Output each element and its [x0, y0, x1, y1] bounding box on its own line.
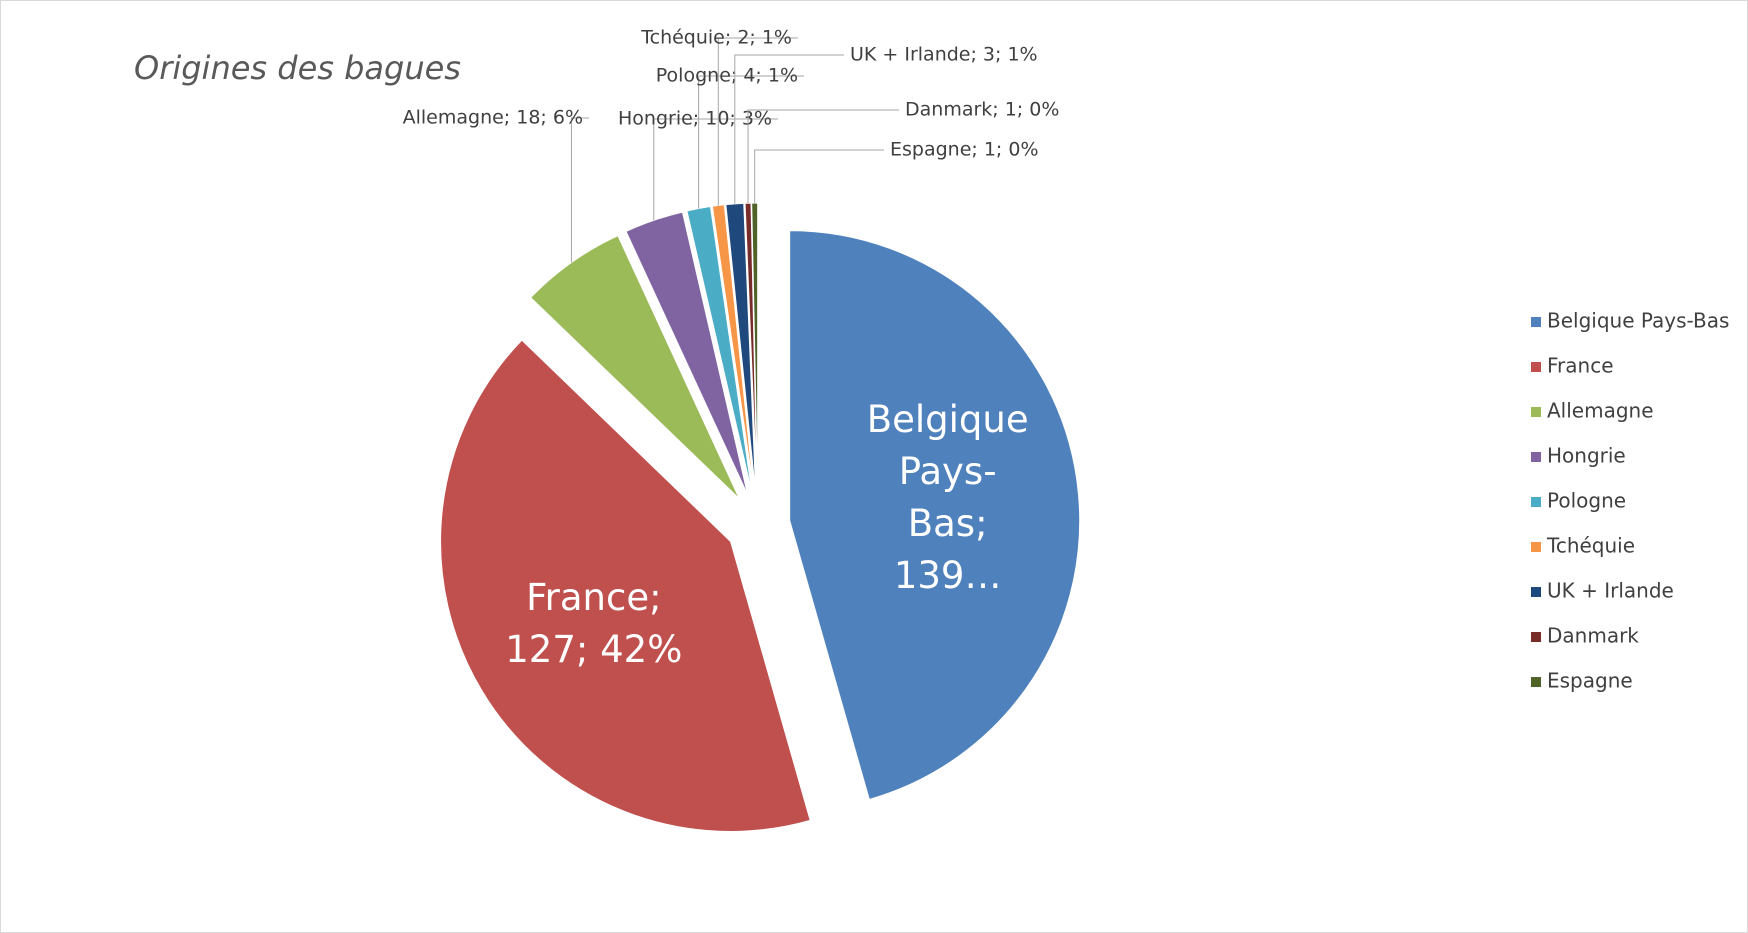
legend-swatch	[1531, 407, 1541, 417]
legend-swatch	[1531, 317, 1541, 327]
data-label: Belgique Pays-Bas; 139…	[866, 398, 1029, 598]
data-label: Allemagne; 18; 6%	[403, 107, 583, 129]
legend-label: Hongrie	[1547, 444, 1626, 468]
legend-swatch	[1531, 452, 1541, 462]
legend-swatch	[1531, 362, 1541, 372]
legend-label: Tchéquie	[1546, 534, 1635, 558]
chart-title: Origines des bagues	[134, 49, 461, 87]
data-label: Hongrie; 10; 3%	[618, 108, 772, 130]
data-label: Espagne; 1; 0%	[890, 139, 1039, 161]
legend-label: Pologne	[1547, 489, 1626, 513]
pie-slice	[751, 202, 759, 494]
pie-slice	[625, 211, 749, 495]
legend-label: Belgique Pays-Bas	[1547, 309, 1729, 333]
pie-slice	[530, 234, 740, 500]
leader-line	[754, 149, 884, 204]
legend-label: Espagne	[1547, 669, 1633, 693]
legend-swatch	[1531, 542, 1541, 552]
data-label: UK + Irlande; 3; 1%	[850, 44, 1038, 66]
legend-label: Danmark	[1547, 624, 1639, 648]
legend-swatch	[1531, 497, 1541, 507]
legend-swatch	[1531, 677, 1541, 687]
leader-line	[747, 109, 899, 204]
legend-label: France	[1547, 354, 1614, 378]
leader-line	[570, 117, 589, 263]
leader-line	[717, 37, 798, 206]
data-label: Pologne; 4; 1%	[656, 65, 798, 87]
data-label: Tchéquie; 2; 1%	[640, 27, 792, 49]
pie-slice	[789, 230, 1081, 801]
data-label: France; 127; 42%	[505, 575, 683, 671]
legend-label: UK + Irlande	[1547, 579, 1674, 603]
pie-slice	[440, 339, 811, 832]
legend-swatch	[1531, 587, 1541, 597]
leader-line	[653, 118, 778, 221]
leader-line	[734, 54, 844, 204]
legend-label: Allemagne	[1547, 399, 1654, 423]
legend-swatch	[1531, 632, 1541, 642]
leader-line	[698, 75, 804, 209]
data-label: Danmark; 1; 0%	[905, 99, 1059, 121]
